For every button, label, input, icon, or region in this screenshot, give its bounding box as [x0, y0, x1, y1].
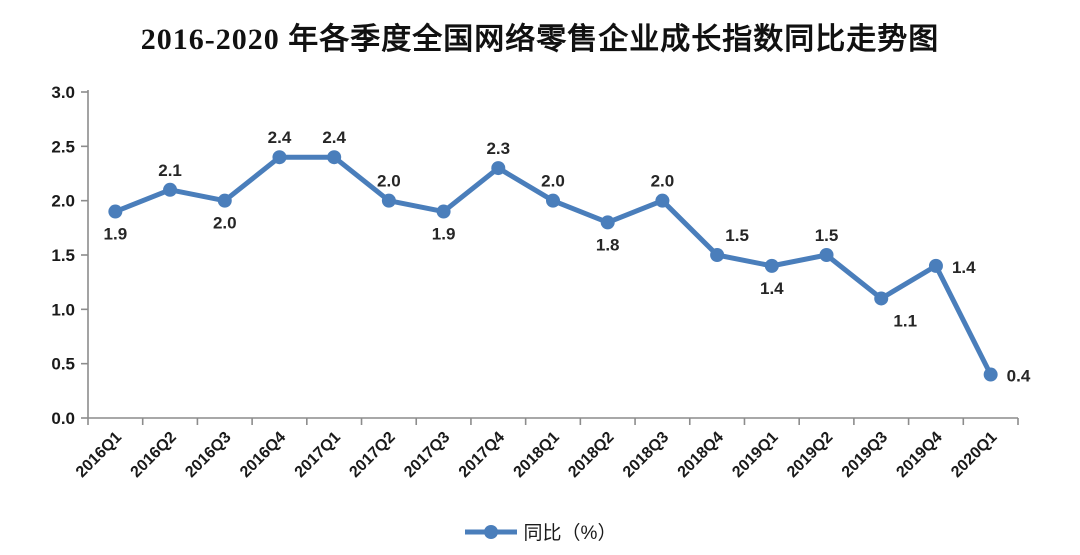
data-point — [163, 182, 178, 197]
x-tick-label: 2018Q3 — [620, 429, 672, 481]
x-tick-label: 2018Q1 — [511, 429, 563, 481]
data-point — [874, 291, 889, 306]
data-point — [983, 367, 998, 382]
data-label: 2.3 — [486, 139, 510, 158]
x-tick-label: 2017Q2 — [346, 429, 398, 481]
data-point — [928, 258, 943, 273]
chart-title: 2016-2020 年各季度全国网络零售企业成长指数同比走势图 — [140, 23, 940, 56]
legend: 同比（%） — [0, 518, 1080, 545]
data-point — [764, 258, 779, 273]
data-point — [381, 193, 396, 208]
y-tick-label: 1.0 — [51, 300, 75, 319]
data-label: 1.4 — [760, 279, 784, 298]
data-point — [819, 248, 834, 262]
data-point — [217, 193, 232, 208]
y-tick-label: 1.5 — [51, 246, 75, 265]
data-point — [108, 204, 123, 219]
x-tick-label: 2018Q2 — [565, 429, 617, 481]
data-label: 2.0 — [541, 172, 565, 191]
data-label: 2.4 — [268, 128, 292, 147]
data-label: 2.4 — [322, 128, 346, 147]
x-tick-label: 2016Q1 — [73, 429, 125, 481]
data-label: 1.5 — [815, 226, 839, 245]
x-tick-label: 2020Q1 — [948, 429, 1000, 481]
x-tick-label: 2019Q1 — [729, 429, 781, 481]
x-tick-label: 2017Q4 — [456, 429, 508, 481]
x-tick-label: 2017Q3 — [401, 429, 453, 481]
data-point — [710, 248, 725, 262]
x-tick-label: 2019Q2 — [784, 429, 836, 481]
y-tick-label: 0.0 — [51, 409, 75, 428]
legend-label: 同比（%） — [523, 523, 617, 544]
data-label: 2.0 — [213, 214, 237, 233]
data-label: 1.1 — [893, 311, 917, 330]
data-point — [327, 150, 342, 165]
x-tick-label: 2016Q3 — [182, 429, 234, 481]
data-point — [600, 215, 615, 230]
legend-line-marker-icon — [464, 524, 517, 539]
y-tick-label: 3.0 — [51, 83, 75, 102]
data-label: 2.1 — [158, 161, 182, 180]
data-point — [546, 193, 560, 208]
data-label: 1.4 — [952, 258, 976, 277]
x-tick-label: 2019Q4 — [893, 429, 945, 481]
y-tick-label: 0.5 — [51, 355, 75, 374]
data-point — [491, 161, 506, 176]
data-point — [436, 204, 451, 219]
x-tick-label: 2018Q4 — [675, 429, 727, 481]
data-label: 1.9 — [104, 225, 128, 244]
y-tick-label: 2.5 — [51, 137, 75, 156]
data-label: 2.0 — [651, 172, 675, 191]
data-label: 2.0 — [377, 172, 401, 191]
data-point — [655, 193, 670, 208]
x-tick-label: 2016Q2 — [128, 429, 180, 481]
x-tick-label: 2019Q3 — [839, 429, 891, 481]
data-label: 1.5 — [725, 226, 749, 245]
x-tick-label: 2017Q1 — [292, 429, 344, 481]
y-tick-label: 2.0 — [51, 192, 75, 211]
data-label: 1.8 — [596, 235, 620, 254]
data-point — [272, 150, 287, 165]
data-label: 1.9 — [432, 225, 456, 244]
data-label: 0.4 — [1007, 367, 1031, 386]
x-tick-label: 2016Q4 — [237, 429, 289, 481]
legend-dot — [483, 524, 498, 539]
